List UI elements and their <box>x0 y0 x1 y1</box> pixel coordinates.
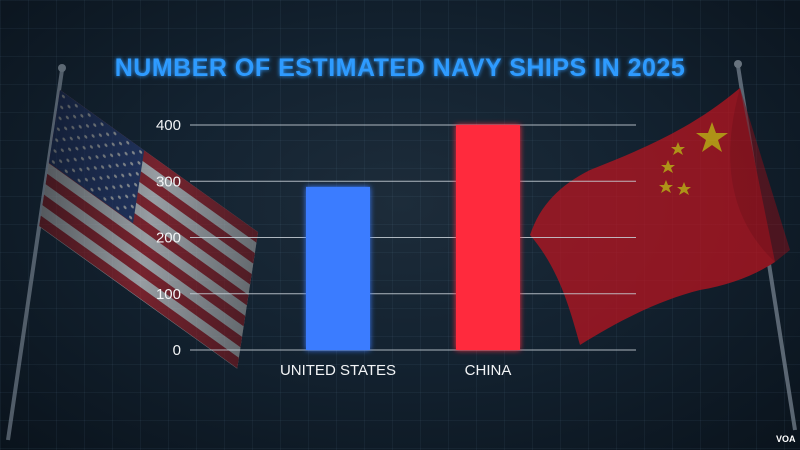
bars <box>306 125 520 350</box>
bar-china <box>456 125 520 350</box>
x-axis-categories: UNITED STATES CHINA <box>280 362 511 379</box>
gridlines <box>190 124 636 351</box>
y-tick-label: 0 <box>173 342 181 359</box>
y-tick-label: 100 <box>156 286 181 303</box>
credit-logo: VOA <box>776 434 796 444</box>
category-label: UNITED STATES <box>280 362 396 379</box>
y-tick-label: 400 <box>156 117 181 134</box>
y-axis-ticks: 0 100 200 300 400 <box>156 117 181 359</box>
chart-title: NUMBER OF ESTIMATED NAVY SHIPS IN 2025 <box>115 54 686 82</box>
us-flag-icon <box>6 64 259 441</box>
category-label: CHINA <box>465 362 512 379</box>
bar-united-states <box>306 186 370 350</box>
china-flag-icon <box>530 60 797 431</box>
y-tick-label: 300 <box>156 173 181 190</box>
y-tick-label: 200 <box>156 230 181 247</box>
